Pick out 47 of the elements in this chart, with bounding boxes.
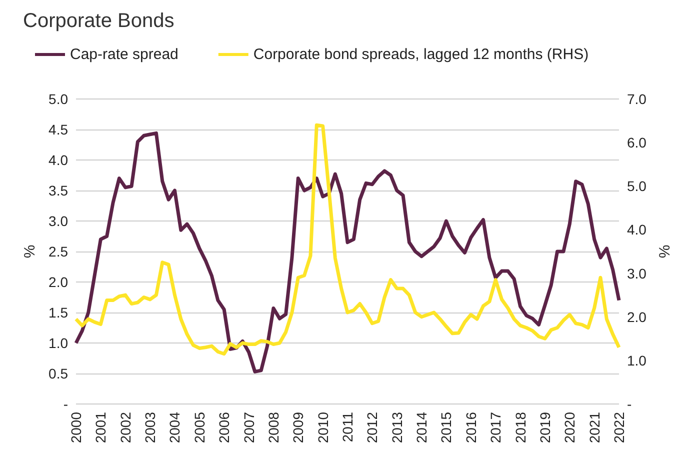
y2-tick-label: 7.0 [627, 91, 647, 107]
x-tick-label: 2001 [92, 412, 109, 444]
y-axis-title: % [22, 244, 39, 258]
x-tick-label: 2002 [117, 412, 134, 444]
x-tick-label: 2006 [216, 412, 232, 444]
x-tick-label: 2017 [488, 412, 504, 444]
x-tick-label: 2004 [166, 412, 183, 444]
x-tick-label: 2009 [290, 412, 306, 444]
x-tick-label: 2010 [314, 412, 331, 444]
y2-tick-label: 2.0 [627, 308, 647, 325]
y2-tick-label: 6.0 [627, 134, 647, 151]
x-tick-label: 2022 [611, 412, 627, 444]
x-tick-label: 2018 [512, 412, 528, 444]
x-tick-label: 2007 [240, 412, 257, 444]
y-tick-label: 1.5 [48, 304, 68, 320]
x-tick-label: 2013 [388, 412, 405, 444]
x-tick-label: 2008 [265, 412, 282, 444]
y2-tick-label: - [627, 396, 632, 412]
x-tick-label: 2003 [142, 412, 158, 444]
x-tick-label: 2014 [414, 412, 430, 444]
y-tick-label: 4.0 [48, 152, 68, 168]
x-tick-label: 2000 [68, 412, 84, 444]
x-tick-label: 2016 [462, 412, 479, 444]
y-tick-label: 0.5 [48, 366, 68, 382]
y-tick-label: 4.5 [48, 122, 68, 138]
y2-tick-label: 4.0 [627, 222, 647, 238]
y-tick-label: 1.0 [48, 335, 68, 351]
legend-label: Corporate bond spreads, lagged 12 months (RHS) [253, 46, 589, 63]
y-tick-label: - [63, 396, 68, 412]
x-tick-label: 2011 [340, 412, 356, 442]
x-tick-label: 2012 [364, 412, 380, 444]
y-tick-label: 2.5 [48, 244, 68, 260]
y-tick-label: 3.0 [48, 213, 68, 229]
y2-tick-label: 3.0 [627, 265, 647, 282]
legend-label: Cap-rate spread [70, 46, 178, 63]
y2-axis-title: % [656, 244, 674, 258]
x-tick-label: 2021 [586, 412, 602, 444]
chart-title: Corporate Bonds [23, 10, 174, 32]
y-tick-label: 2.0 [48, 274, 68, 290]
x-tick-label: 2015 [438, 412, 454, 444]
x-tick-label: 2020 [562, 412, 578, 444]
y2-tick-label: 1.0 [627, 352, 647, 368]
y-tick-label: 3.5 [48, 182, 68, 198]
y2-tick-label: 5.0 [627, 178, 647, 194]
x-tick-label: 2005 [191, 412, 208, 444]
x-tick-label: 2019 [536, 412, 553, 444]
y-tick-label: 5.0 [48, 91, 68, 107]
